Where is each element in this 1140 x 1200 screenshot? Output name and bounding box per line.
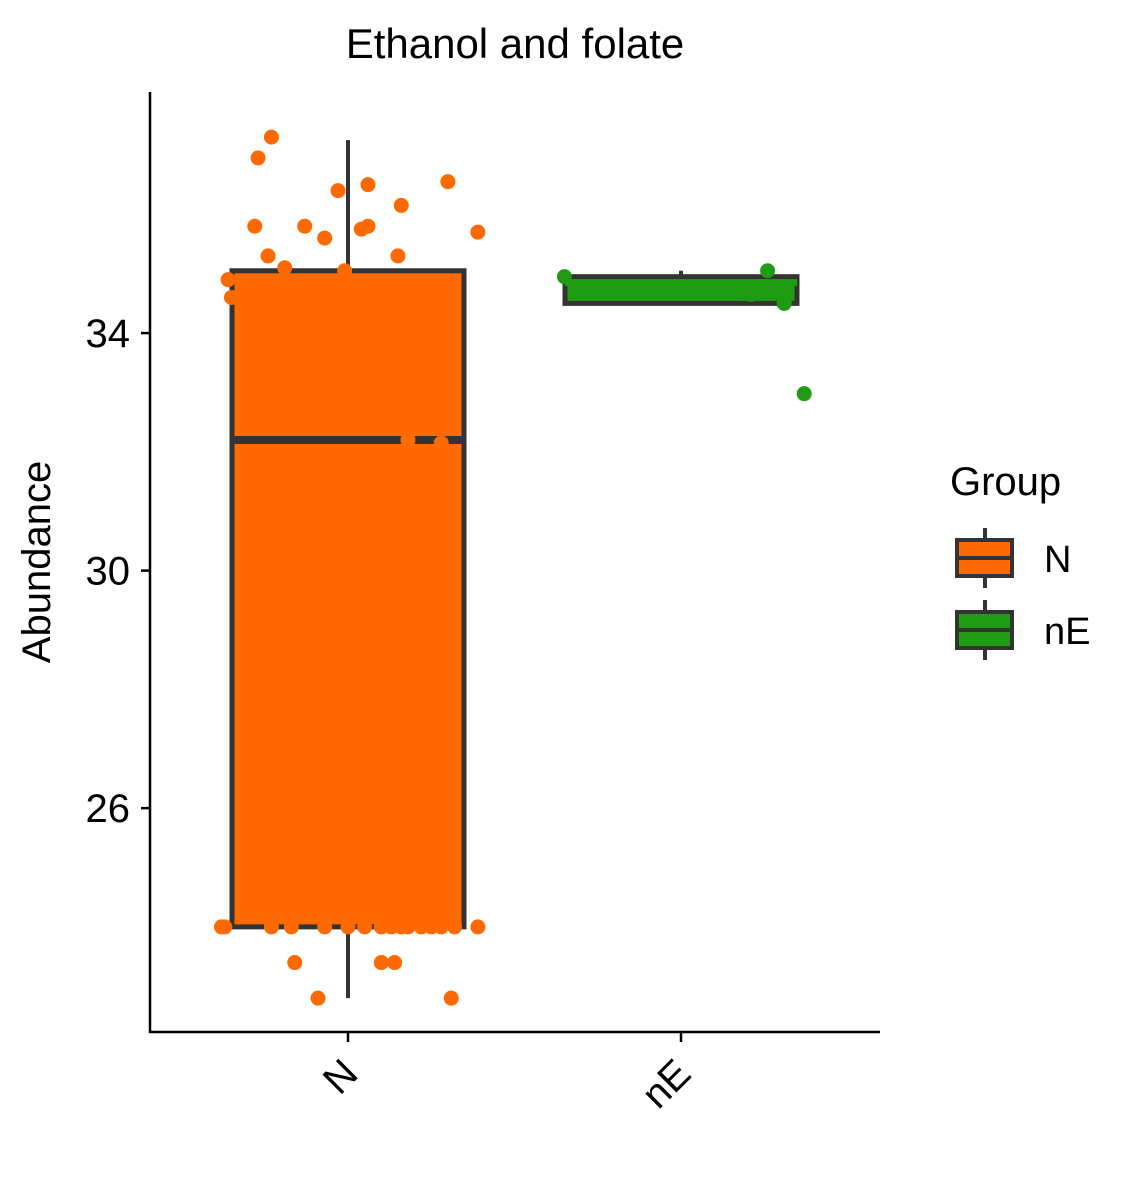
point-N-27 (317, 230, 333, 246)
y-tick-label-30: 30 (86, 550, 131, 594)
legend-label-N: N (1044, 539, 1071, 581)
legend-item-nE: nE (955, 600, 1090, 660)
point-N-24 (260, 248, 276, 264)
point-nE-4 (796, 386, 812, 402)
point-N-20 (443, 990, 459, 1006)
point-N-14 (447, 919, 463, 935)
box-group-nE (556, 263, 812, 402)
point-N-25 (277, 260, 293, 276)
legend-title: Group (950, 460, 1061, 504)
point-N-33 (330, 183, 346, 199)
y-tick-label-26: 26 (86, 787, 131, 831)
point-N-5 (340, 919, 356, 935)
point-N-17 (373, 955, 389, 971)
y-axis-label: Abundance (15, 461, 59, 663)
point-nE-2 (760, 263, 776, 279)
legend-item-N: N (955, 528, 1071, 588)
point-N-23 (247, 218, 263, 234)
point-N-26 (297, 218, 313, 234)
point-N-21 (220, 272, 236, 288)
point-nE-0 (556, 269, 572, 285)
point-N-35 (250, 150, 266, 166)
point-N-10 (400, 919, 416, 935)
point-nE-3 (776, 295, 792, 311)
point-N-31 (390, 248, 406, 264)
point-N-3 (283, 919, 299, 935)
chart-title: Ethanol and folate (346, 20, 685, 67)
point-N-6 (357, 919, 373, 935)
point-N-32 (393, 197, 409, 213)
legend: Group NnE (950, 460, 1090, 660)
point-N-18 (387, 955, 403, 971)
x-tick-label-N: N (315, 1051, 367, 1103)
plot-area (213, 129, 812, 1006)
point-N-36 (263, 129, 279, 145)
point-N-22 (223, 289, 239, 305)
point-N-4 (317, 919, 333, 935)
legend-label-nE: nE (1044, 611, 1090, 653)
point-N-37 (440, 174, 456, 190)
box-N (229, 268, 467, 930)
point-N-39 (400, 432, 416, 448)
x-tick-label-nE: nE (634, 1051, 700, 1117)
point-N-13 (433, 919, 449, 935)
point-nE-1 (743, 286, 759, 302)
point-N-40 (433, 435, 449, 451)
point-N-34 (360, 177, 376, 193)
box-group-N (213, 129, 486, 1006)
point-N-28 (337, 263, 353, 279)
point-N-2 (263, 919, 279, 935)
axes: 26 30 34 N nE (86, 92, 880, 1117)
point-N-30 (360, 218, 376, 234)
y-tick-label-34: 34 (86, 312, 131, 356)
point-N-15 (470, 919, 486, 935)
point-N-38 (470, 224, 486, 240)
point-N-1 (217, 919, 233, 935)
point-N-19 (310, 990, 326, 1006)
point-N-16 (287, 955, 303, 971)
